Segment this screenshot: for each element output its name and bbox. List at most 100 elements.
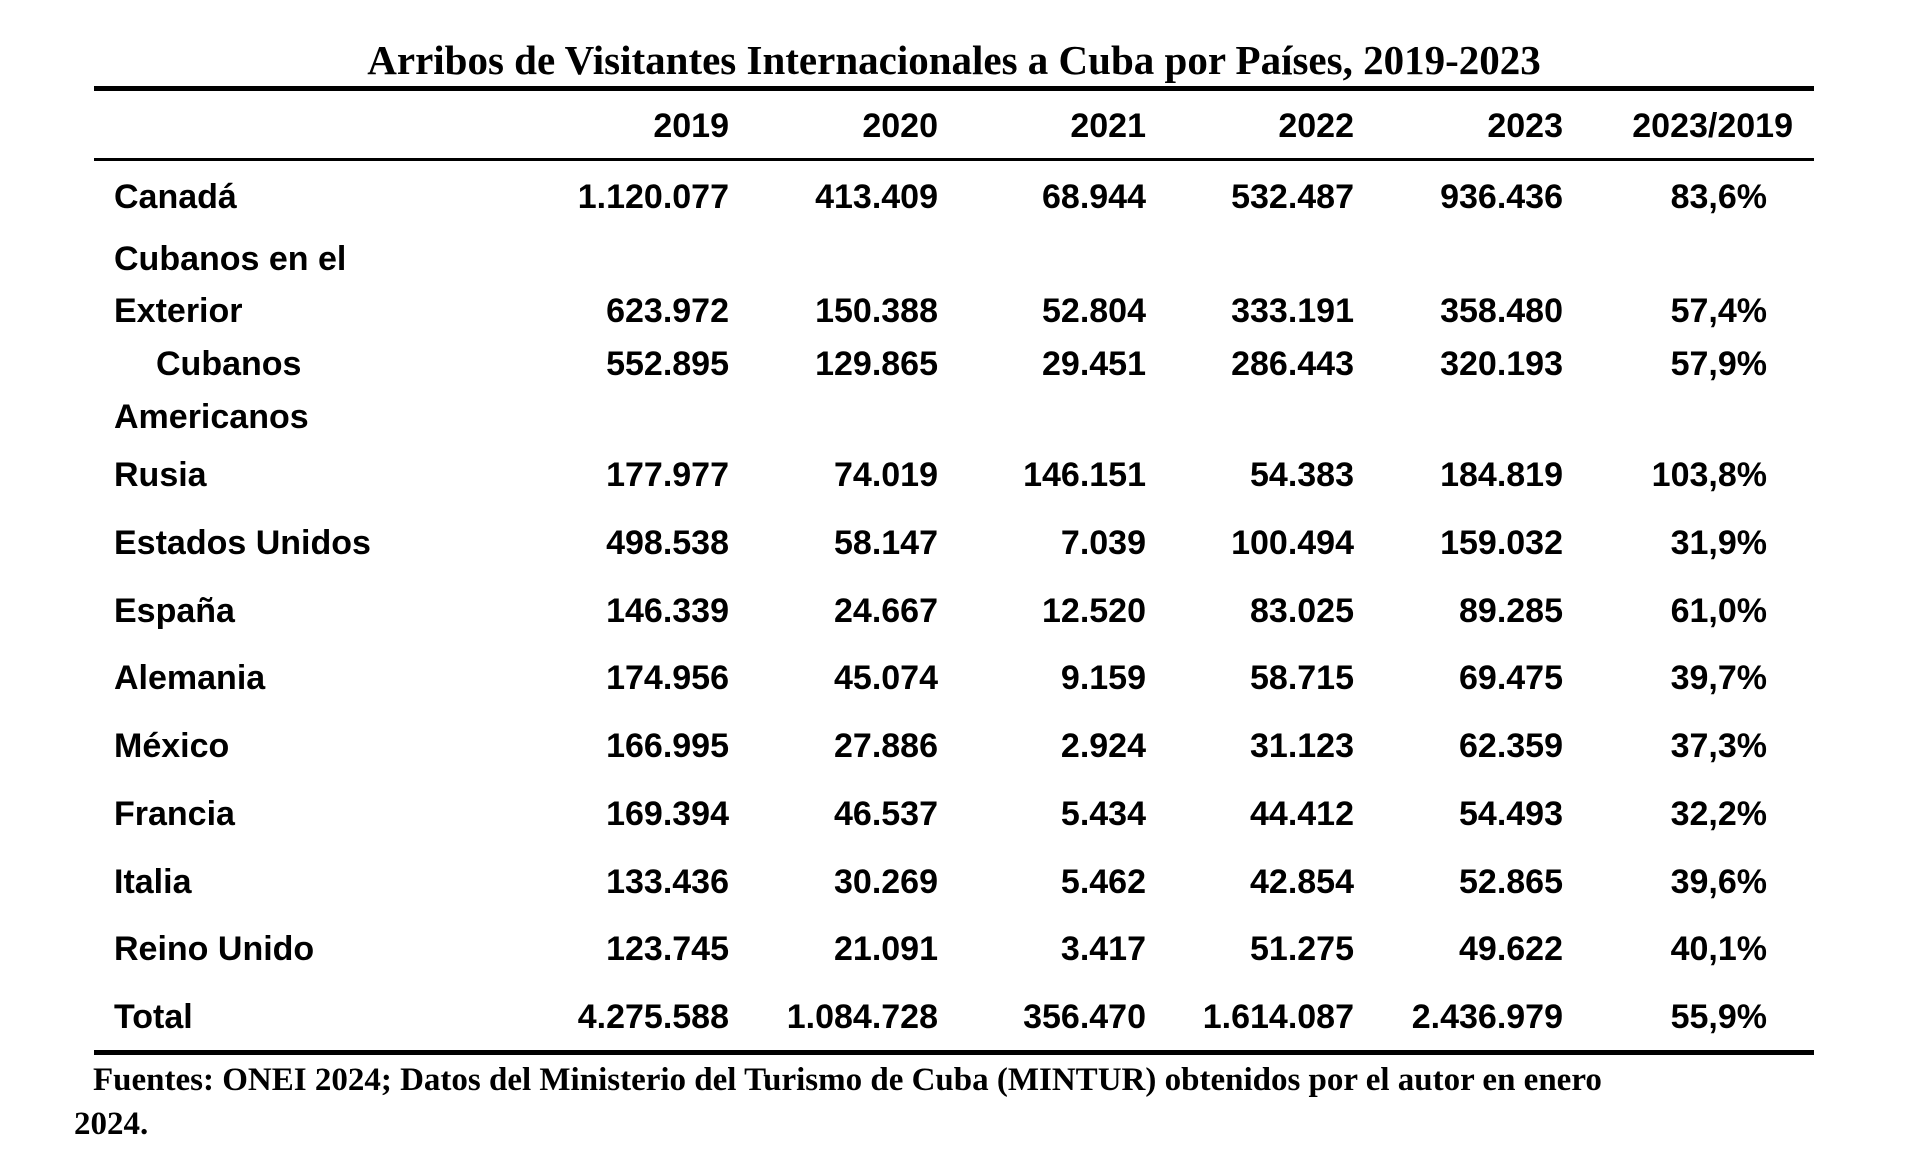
header-ratio: 2023/2019 xyxy=(1632,107,1793,145)
source-line-1: Fuentes: ONEI 2024; Datos del Ministerio… xyxy=(93,1062,1602,1098)
value-2020: 1.084.728 xyxy=(786,998,938,1036)
table-row-reino-unido: Reino Unido 123.745 21.091 3.417 51.275 … xyxy=(0,926,1920,972)
value-2023: 69.475 xyxy=(1459,659,1563,697)
header-2020: 2020 xyxy=(862,107,938,145)
value-2022: 100.494 xyxy=(1231,524,1354,562)
value-2019: 177.977 xyxy=(606,456,729,494)
value-2021: 356.470 xyxy=(1023,998,1146,1036)
value-2023: 54.493 xyxy=(1459,795,1563,833)
value-2023: 49.622 xyxy=(1459,930,1563,968)
value-2022: 1.614.087 xyxy=(1202,998,1354,1036)
row-label: Francia xyxy=(114,795,235,833)
value-2021: 29.451 xyxy=(1042,345,1146,383)
value-2020: 45.074 xyxy=(834,659,938,697)
value-ratio: 39,6% xyxy=(1670,863,1767,901)
value-2023: 62.359 xyxy=(1459,727,1563,765)
header-row: 2019 2020 2021 2022 2023 2023/2019 xyxy=(0,103,1920,149)
value-2021: 12.520 xyxy=(1042,592,1146,630)
value-ratio: 57,4% xyxy=(1670,292,1767,330)
table-row-italia: Italia 133.436 30.269 5.462 42.854 52.86… xyxy=(0,859,1920,905)
value-2019: 4.275.588 xyxy=(577,998,729,1036)
value-2022: 54.383 xyxy=(1250,456,1354,494)
value-2019: 1.120.077 xyxy=(577,178,729,216)
table-row-mexico: México 166.995 27.886 2.924 31.123 62.35… xyxy=(0,723,1920,769)
value-2020: 413.409 xyxy=(815,178,938,216)
row-label-line1: Cubanos xyxy=(156,345,302,383)
source-note: Fuentes: ONEI 2024; Datos del Ministerio… xyxy=(74,1058,1834,1146)
value-2022: 31.123 xyxy=(1250,727,1354,765)
value-ratio: 39,7% xyxy=(1670,659,1767,697)
source-line-2: 2024. xyxy=(74,1106,149,1142)
value-2021: 7.039 xyxy=(1060,524,1146,562)
header-2019: 2019 xyxy=(653,107,729,145)
value-ratio: 37,3% xyxy=(1670,727,1767,765)
value-ratio: 83,6% xyxy=(1670,178,1767,216)
value-2023: 159.032 xyxy=(1440,524,1563,562)
value-2020: 46.537 xyxy=(834,795,938,833)
value-ratio: 55,9% xyxy=(1670,998,1767,1036)
value-2023: 89.285 xyxy=(1459,592,1563,630)
table-row-cubanos-americanos: Cubanos 552.895 129.865 29.451 286.443 3… xyxy=(0,341,1920,387)
value-2021: 9.159 xyxy=(1060,659,1146,697)
value-2022: 83.025 xyxy=(1250,592,1354,630)
value-2021: 2.924 xyxy=(1060,727,1146,765)
value-2020: 150.388 xyxy=(815,292,938,330)
value-2020: 21.091 xyxy=(834,930,938,968)
row-label: Italia xyxy=(114,863,192,901)
value-2021: 3.417 xyxy=(1060,930,1146,968)
value-2019: 123.745 xyxy=(606,930,729,968)
row-label: España xyxy=(114,592,235,630)
value-2023: 320.193 xyxy=(1440,345,1563,383)
value-2020: 74.019 xyxy=(834,456,938,494)
header-2022: 2022 xyxy=(1278,107,1354,145)
value-2019: 146.339 xyxy=(606,592,729,630)
value-2020: 58.147 xyxy=(834,524,938,562)
value-2023: 52.865 xyxy=(1459,863,1563,901)
table-row-espana: España 146.339 24.667 12.520 83.025 89.2… xyxy=(0,588,1920,634)
value-2022: 51.275 xyxy=(1250,930,1354,968)
table-row-estados-unidos: Estados Unidos 498.538 58.147 7.039 100.… xyxy=(0,520,1920,566)
value-ratio: 40,1% xyxy=(1670,930,1767,968)
value-2022: 532.487 xyxy=(1231,178,1354,216)
value-2022: 286.443 xyxy=(1231,345,1354,383)
row-label-line2: Exterior xyxy=(114,292,243,330)
table-row-francia: Francia 169.394 46.537 5.434 44.412 54.4… xyxy=(0,791,1920,837)
row-label: Total xyxy=(114,998,193,1036)
header-2023: 2023 xyxy=(1487,107,1563,145)
value-2021: 146.151 xyxy=(1023,456,1146,494)
value-2022: 44.412 xyxy=(1250,795,1354,833)
table-title: Arribos de Visitantes Internacionales a … xyxy=(367,37,1541,83)
value-2020: 30.269 xyxy=(834,863,938,901)
row-label: Reino Unido xyxy=(114,930,315,968)
value-2021: 5.462 xyxy=(1060,863,1146,901)
value-2019: 498.538 xyxy=(606,524,729,562)
value-2023: 358.480 xyxy=(1440,292,1563,330)
value-2019: 133.436 xyxy=(606,863,729,901)
table-row-rusia: Rusia 177.977 74.019 146.151 54.383 184.… xyxy=(0,452,1920,498)
value-2021: 5.434 xyxy=(1060,795,1146,833)
value-2023: 2.436.979 xyxy=(1411,998,1563,1036)
row-label: Canadá xyxy=(114,178,237,216)
value-2019: 174.956 xyxy=(606,659,729,697)
header-2021: 2021 xyxy=(1070,107,1146,145)
row-label: Alemania xyxy=(114,659,266,697)
table-row-canada: Canadá 1.120.077 413.409 68.944 532.487 … xyxy=(0,174,1920,220)
value-ratio: 31,9% xyxy=(1670,524,1767,562)
row-label-line1: Cubanos en el xyxy=(114,240,347,278)
table-row-total: Total 4.275.588 1.084.728 356.470 1.614.… xyxy=(0,994,1920,1040)
row-label-line2: Americanos xyxy=(114,398,309,436)
value-ratio: 61,0% xyxy=(1670,592,1767,630)
value-2022: 42.854 xyxy=(1250,863,1354,901)
value-2021: 68.944 xyxy=(1042,178,1146,216)
value-2020: 24.667 xyxy=(834,592,938,630)
value-2020: 27.886 xyxy=(834,727,938,765)
value-2023: 936.436 xyxy=(1440,178,1563,216)
header-rule xyxy=(94,158,1814,161)
top-rule xyxy=(94,86,1814,91)
row-label: México xyxy=(114,727,230,765)
bottom-rule xyxy=(94,1050,1814,1055)
table-row-alemania: Alemania 174.956 45.074 9.159 58.715 69.… xyxy=(0,655,1920,701)
value-ratio: 32,2% xyxy=(1670,795,1767,833)
